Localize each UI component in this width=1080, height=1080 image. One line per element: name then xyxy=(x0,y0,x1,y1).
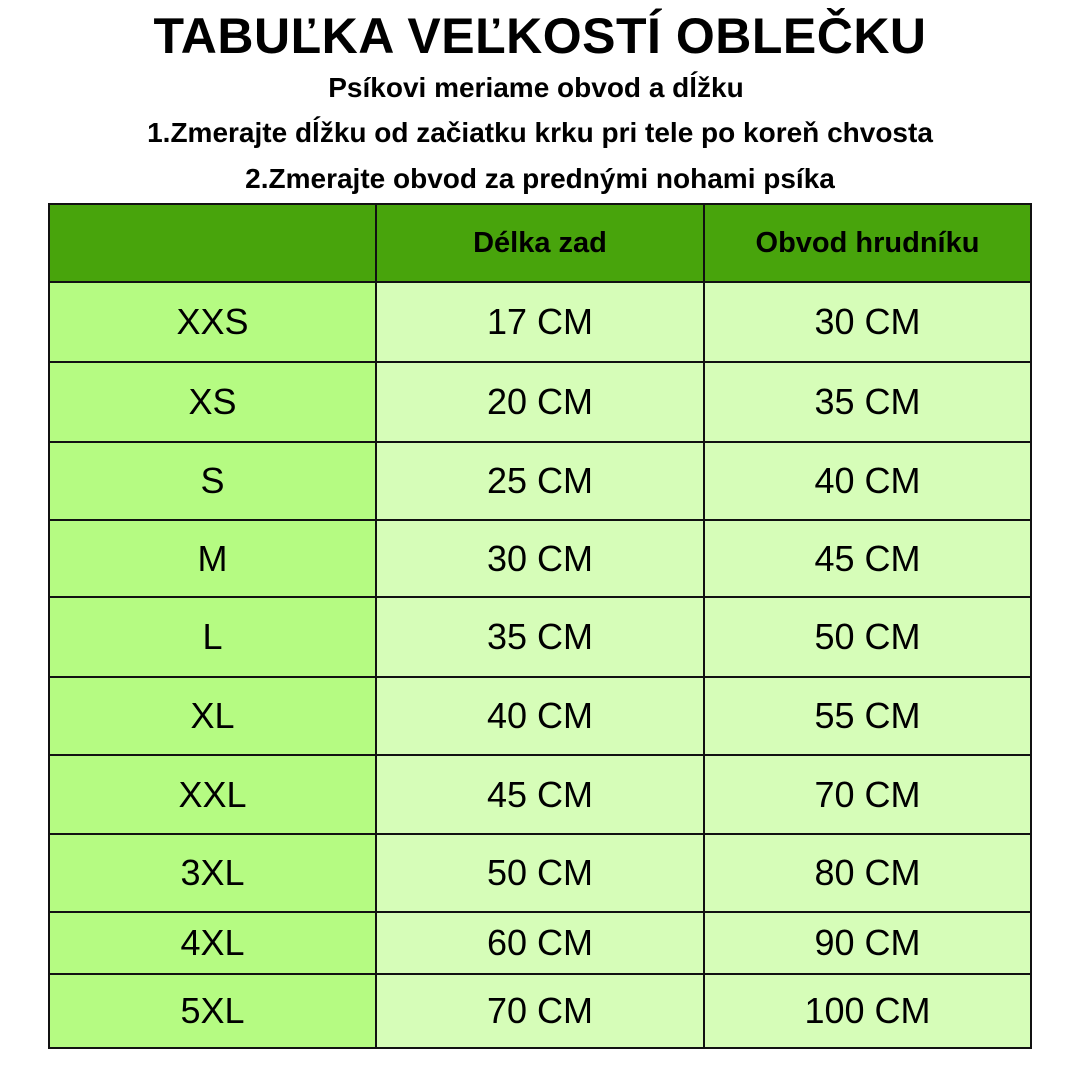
table-row: XXS 17 CM 30 CM xyxy=(50,283,1030,363)
cell-chest-girth: 45 CM xyxy=(705,521,1030,598)
cell-back-length: 30 CM xyxy=(377,521,705,598)
cell-back-length: 45 CM xyxy=(377,756,705,835)
table-row: M 30 CM 45 CM xyxy=(50,521,1030,598)
cell-chest-girth: 35 CM xyxy=(705,363,1030,443)
table-row: 4XL 60 CM 90 CM xyxy=(50,913,1030,975)
cell-size: M xyxy=(50,521,377,598)
cell-chest-girth: 40 CM xyxy=(705,443,1030,521)
table-row: XS 20 CM 35 CM xyxy=(50,363,1030,443)
cell-size: XL xyxy=(50,678,377,756)
page-title: TABUĽKA VEĽKOSTÍ OBLEČKU xyxy=(153,8,927,64)
cell-size: XXL xyxy=(50,756,377,835)
cell-back-length: 35 CM xyxy=(377,598,705,678)
cell-size: 3XL xyxy=(50,835,377,913)
table-row: L 35 CM 50 CM xyxy=(50,598,1030,678)
table-row: 5XL 70 CM 100 CM xyxy=(50,975,1030,1049)
cell-back-length: 60 CM xyxy=(377,913,705,975)
cell-size: XXS xyxy=(50,283,377,363)
cell-back-length: 25 CM xyxy=(377,443,705,521)
subtitle: Psíkovi meriame obvod a dĺžku xyxy=(328,72,744,103)
table-row: 3XL 50 CM 80 CM xyxy=(50,835,1030,913)
cell-size: 5XL xyxy=(50,975,377,1049)
cell-back-length: 20 CM xyxy=(377,363,705,443)
cell-chest-girth: 70 CM xyxy=(705,756,1030,835)
cell-back-length: 40 CM xyxy=(377,678,705,756)
header-back-length: Délka zad xyxy=(377,205,705,283)
header-size xyxy=(50,205,377,283)
cell-size: L xyxy=(50,598,377,678)
cell-chest-girth: 50 CM xyxy=(705,598,1030,678)
cell-chest-girth: 100 CM xyxy=(705,975,1030,1049)
cell-size: S xyxy=(50,443,377,521)
size-table: Délka zad Obvod hrudníku XXS 17 CM 30 CM XS… xyxy=(48,203,1032,1049)
header-chest-girth: Obvod hrudníku xyxy=(705,205,1030,283)
cell-chest-girth: 80 CM xyxy=(705,835,1030,913)
table-row: XXL 45 CM 70 CM xyxy=(50,756,1030,835)
cell-back-length: 17 CM xyxy=(377,283,705,363)
instruction-2: 2.Zmerajte obvod za prednými nohami psík… xyxy=(245,163,835,194)
instruction-1: 1.Zmerajte dĺžku od začiatku krku pri te… xyxy=(147,117,933,148)
cell-size: XS xyxy=(50,363,377,443)
cell-back-length: 50 CM xyxy=(377,835,705,913)
table-row: S 25 CM 40 CM xyxy=(50,443,1030,521)
table-row: XL 40 CM 55 CM xyxy=(50,678,1030,756)
cell-back-length: 70 CM xyxy=(377,975,705,1049)
cell-chest-girth: 55 CM xyxy=(705,678,1030,756)
cell-size: 4XL xyxy=(50,913,377,975)
cell-chest-girth: 30 CM xyxy=(705,283,1030,363)
cell-chest-girth: 90 CM xyxy=(705,913,1030,975)
table-header-row: Délka zad Obvod hrudníku xyxy=(50,205,1030,283)
